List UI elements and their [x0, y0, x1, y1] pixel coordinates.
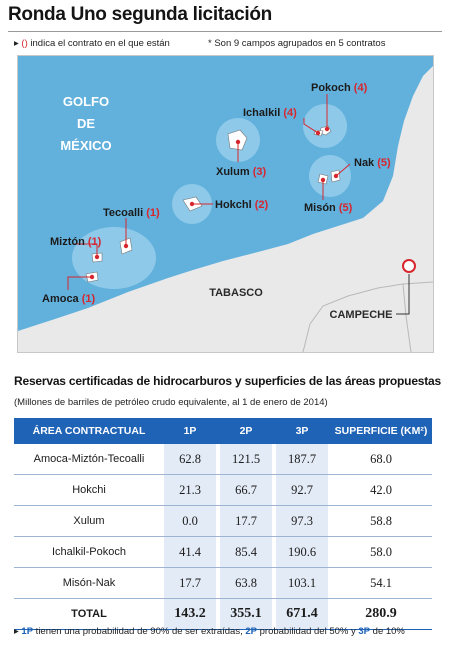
table-row: Misón-Nak 17.7 63.8 103.1 54.1	[14, 568, 432, 599]
footnote-text-2: probabilidad del 50% y	[256, 626, 359, 637]
cell-2p: 63.8	[235, 576, 257, 590]
leader-ichalkil	[303, 118, 319, 134]
field-label-xulum: Xulum (3)	[216, 166, 266, 178]
col-shade-2p	[220, 444, 272, 630]
cell-total-surface: 280.9	[365, 606, 397, 621]
header-3p: 3P	[295, 425, 309, 437]
note-fields: * Son 9 campos agrupados en 5 contratos	[208, 38, 386, 49]
header-2p: 2P	[239, 425, 253, 437]
cell-area: Ichalkil-Pokoch	[52, 546, 126, 558]
cell-surface: 54.1	[370, 576, 392, 590]
cell-3p: 103.1	[287, 576, 317, 590]
cell-1p: 62.8	[179, 452, 201, 466]
note-contract: ▸ () indica el contrato en el que están	[14, 38, 170, 49]
table-row: Amoca-Miztón-Tecoalli 62.8 121.5 187.7 6…	[14, 444, 432, 475]
field-label-hokchi: Hokchl (2)	[215, 199, 269, 211]
cell-area: Xulum	[73, 515, 105, 527]
cell-2p: 17.7	[235, 514, 257, 528]
table-header: ÁREA CONTRACTUAL 1P 2P 3P SUPERFICIE (KM…	[14, 418, 432, 444]
footnote-3p: 3P	[358, 626, 371, 637]
table-row: Hokchi 21.3 66.7 92.7 42.0	[14, 475, 432, 506]
field-label-mison: Misón (5)	[304, 202, 353, 214]
header-area: ÁREA CONTRACTUAL	[32, 425, 146, 437]
cell-1p: 17.7	[179, 576, 201, 590]
cell-1p: 41.4	[179, 545, 201, 559]
marker-nak	[333, 173, 339, 179]
cell-surface: 58.0	[370, 545, 392, 559]
cell-area: Misón-Nak	[62, 577, 116, 589]
gulf-label-1: GOLFO	[63, 94, 109, 109]
cell-3p: 97.3	[291, 514, 313, 528]
land-area	[18, 66, 433, 352]
table-row: Xulum 0.0 17.7 97.3 58.8	[14, 506, 432, 537]
footnote-text-3: de 10%	[370, 626, 405, 637]
bullet-icon: ▸	[14, 626, 19, 637]
reserves-table: ÁREA CONTRACTUAL 1P 2P 3P SUPERFICIE (KM…	[14, 418, 432, 630]
cell-2p: 121.5	[231, 452, 261, 466]
cell-3p: 190.6	[287, 545, 317, 559]
cell-area: Hokchi	[72, 484, 106, 496]
campeche-leader	[396, 274, 410, 315]
marker-xulum	[235, 139, 241, 145]
map: GOLFO DE MÉXICO TABASCO CAMPECHE	[17, 55, 434, 353]
cell-2p: 85.4	[235, 545, 257, 559]
contract-area-4	[303, 104, 347, 148]
note-paren-close: )	[24, 38, 28, 49]
marker-mizton	[94, 254, 100, 260]
marker-tecoalli	[123, 243, 129, 249]
table-total-row: TOTAL 143.2 355.1 671.4 280.9	[14, 599, 432, 630]
marker-amoca	[89, 274, 95, 280]
tabasco-label: TABASCO	[209, 287, 263, 299]
bullet-icon: ▸	[14, 38, 19, 49]
cell-3p: 92.7	[291, 483, 313, 497]
state-border-2	[402, 283, 412, 352]
note-paren-open: (	[21, 38, 25, 49]
table-row: Ichalkil-Pokoch 41.4 85.4 190.6 58.0	[14, 537, 432, 568]
marker-mison	[320, 177, 326, 183]
field-label-pokoch: Pokoch (4)	[311, 82, 368, 94]
cell-total-label: TOTAL	[71, 608, 107, 620]
campeche-label: CAMPECHE	[330, 309, 393, 321]
field-label-amoca: Amoca (1)	[42, 293, 96, 305]
leader-amoca	[67, 276, 92, 290]
cell-surface: 42.0	[370, 483, 392, 497]
gulf-label-3: MÉXICO	[60, 138, 111, 153]
cell-surface: 68.0	[370, 452, 392, 466]
leader-mizton	[74, 243, 98, 257]
cell-total-3p: 671.4	[286, 606, 318, 621]
cell-area: Amoca-Miztón-Tecoalli	[33, 453, 145, 465]
footnote-2p: 2P	[245, 626, 257, 637]
gulf-label-2: DE	[77, 116, 95, 131]
marker-pokoch	[324, 126, 330, 132]
leader-nak	[335, 163, 351, 177]
cell-2p: 66.7	[235, 483, 257, 497]
header-surface: SUPERFICIE (KM²)	[334, 425, 428, 437]
cell-3p: 187.7	[287, 452, 317, 466]
cell-total-1p: 143.2	[174, 606, 206, 621]
cell-1p: 21.3	[179, 483, 201, 497]
col-shade-1p	[164, 444, 216, 630]
cell-total-2p: 355.1	[230, 606, 262, 621]
page-title: Ronda Uno segunda licitación	[8, 4, 272, 25]
field-label-ichalkil: Ichalkil (4)	[243, 107, 297, 119]
title-rule	[8, 31, 442, 32]
marker-hokchi	[189, 201, 195, 207]
field-label-nak: Nak (5)	[354, 157, 391, 169]
contract-area-5	[309, 155, 351, 197]
cell-surface: 58.8	[370, 514, 392, 528]
table-subtitle: (Millones de barriles de petróleo crudo …	[14, 397, 328, 408]
footnote-1p: 1P	[21, 626, 34, 637]
campeche-city-icon	[402, 259, 416, 273]
cell-1p: 0.0	[182, 514, 198, 528]
table-title: Reservas certificadas de hidrocarburos y…	[14, 374, 442, 388]
field-label-mizton: Miztón (1)	[50, 236, 102, 248]
footnote: ▸ 1P tienen una probabilidad de 90% de s…	[14, 626, 405, 637]
field-label-tecoalli: Tecoalli (1)	[103, 207, 160, 219]
header-1p: 1P	[183, 425, 197, 437]
footnote-text-1: tienen una probabilidad de 90% de ser ex…	[33, 626, 246, 637]
note-contract-text: indica el contrato en el que están	[30, 38, 170, 49]
col-shade-3p	[276, 444, 328, 630]
marker-ichalkil	[315, 130, 321, 136]
